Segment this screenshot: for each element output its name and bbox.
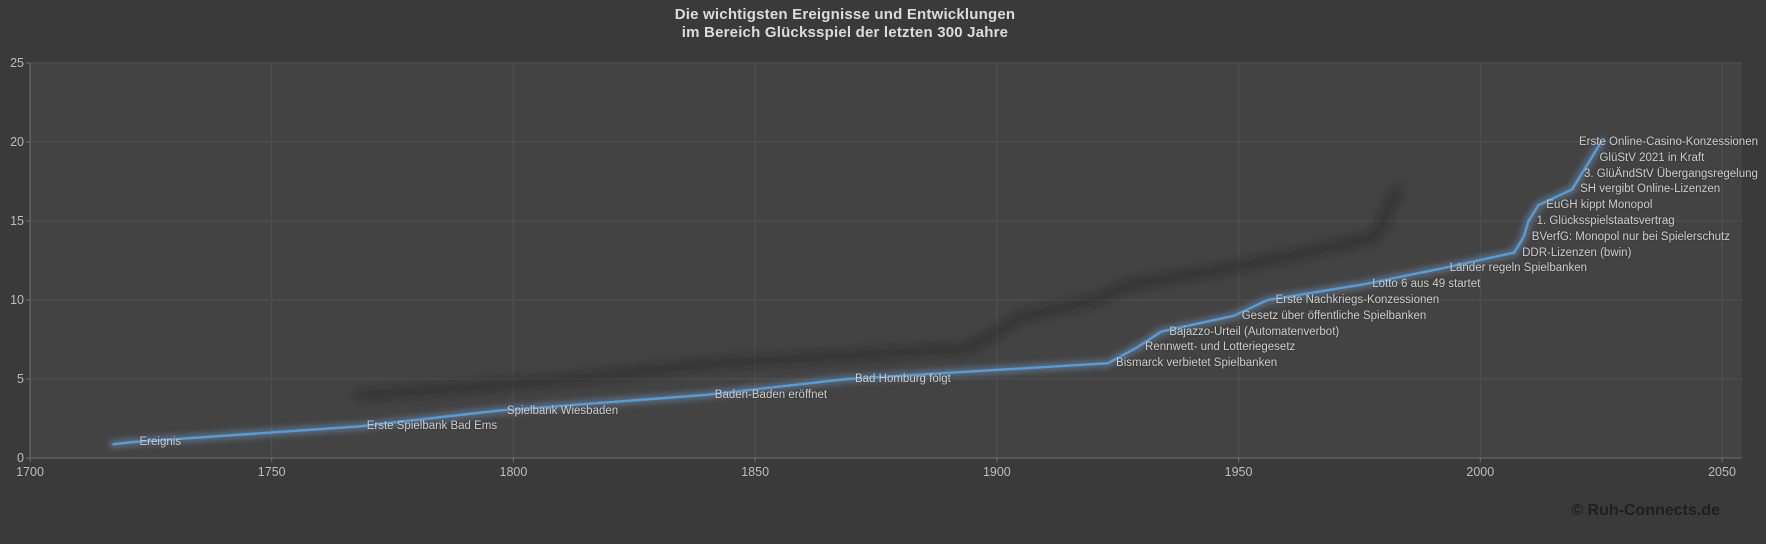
x-tick-label: 2050: [1708, 465, 1736, 479]
event-label: BVerfG: Monopol nur bei Spielerschutz: [1531, 230, 1730, 243]
x-tick-label: 1850: [741, 465, 770, 479]
event-label: Erste Nachkriegs-Konzessionen: [1275, 294, 1440, 306]
series-shadow-line: [355, 186, 1402, 400]
event-label: Baden-Baden eröffnet: [714, 388, 828, 401]
copyright-text: © Ruh-Connects.de: [1571, 502, 1720, 519]
chart-title-line1: Die wichtigsten Ereignisse und Entwicklu…: [674, 6, 1016, 23]
event-label: Gesetz über öffentliche Spielbanken: [1241, 309, 1427, 322]
event-label: Bajazzo-Urteil (Automatenverbot): [1169, 325, 1340, 338]
plot-background: [30, 63, 1742, 458]
event-label: EuGH kippt Monopol: [1546, 199, 1653, 212]
event-label: Bad Homburg folgt: [854, 373, 951, 385]
event-label: Erste Online-Casino-Konzessionen: [1579, 136, 1758, 148]
y-tick-label: 20: [10, 135, 24, 149]
event-label: Spielbank Wiesbaden: [506, 404, 619, 417]
y-tick-label: 0: [17, 451, 24, 465]
event-label: Erste Spielbank Bad Ems: [366, 420, 498, 433]
x-tick-label: 2000: [1466, 465, 1495, 479]
y-tick-label: 5: [17, 372, 24, 386]
event-label: Bismarck verbietet Spielbanken: [1116, 357, 1278, 370]
y-tick-label: 15: [10, 214, 24, 228]
event-label: GlüStV 2021 in Kraft: [1599, 151, 1705, 164]
event-label: Länder regeln Spielbanken: [1449, 262, 1588, 275]
event-label: Ereignis: [139, 436, 182, 449]
event-label: SH vergibt Online-Lizenzen: [1580, 183, 1721, 196]
y-tick-label: 25: [10, 56, 24, 70]
x-tick-label: 1700: [16, 465, 44, 479]
event-label: Lotto 6 aus 49 startet: [1372, 278, 1481, 291]
x-tick-label: 1900: [982, 465, 1011, 479]
chart-title-line2: im Bereich Glücksspiel der letzten 300 J…: [681, 24, 1009, 41]
x-tick-label: 1800: [499, 465, 528, 479]
event-label: Rennwett- und Lotteriegesetz: [1145, 341, 1296, 354]
y-tick-label: 10: [10, 293, 24, 307]
x-tick-label: 1950: [1224, 465, 1253, 479]
event-label: 1. Glücksspielstaatsvertrag: [1536, 215, 1675, 227]
event-label: 3. GlüÄndStV Übergangsregelung: [1584, 167, 1758, 180]
event-label: DDR-Lizenzen (bwin): [1522, 246, 1632, 259]
chart-title: Die wichtigsten Ereignisse und Entwicklu…: [30, 6, 1660, 42]
series-line: [112, 140, 1603, 446]
x-tick-label: 1750: [257, 465, 286, 479]
